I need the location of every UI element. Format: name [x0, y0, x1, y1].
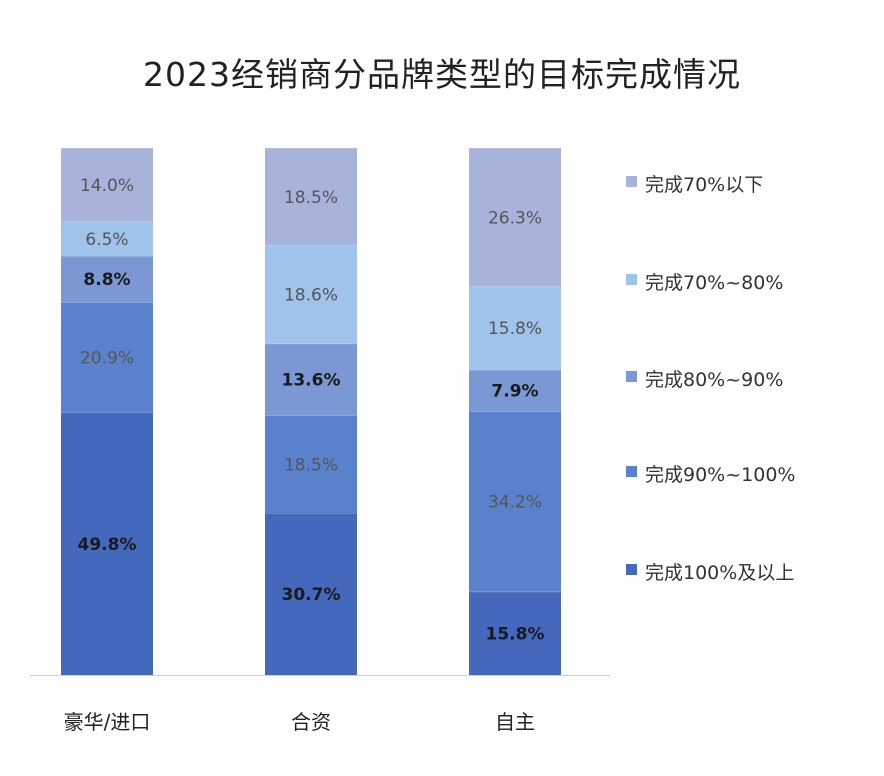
legend-swatch [626, 176, 637, 187]
bar-segment-1-3 [61, 256, 153, 303]
bar-segment-2-1 [265, 513, 357, 675]
bar-segment-3-1 [469, 591, 561, 675]
bar-segment-3-4 [469, 286, 561, 370]
legend-item-4: 完成90%~100% [626, 460, 795, 487]
bar-segment-1-5 [61, 148, 153, 222]
data-label-2-1: 30.7% [282, 585, 341, 605]
bar-segment-3-2 [469, 411, 561, 592]
legend-swatch [626, 466, 637, 477]
category-label-3: 自主 [495, 710, 535, 734]
bar-segment-3-5 [469, 148, 561, 287]
legend-swatch [626, 274, 637, 285]
legend-item-5: 完成100%及以上 [626, 558, 794, 585]
data-label-1-3: 8.8% [83, 270, 130, 290]
data-label-1-1: 49.8% [78, 535, 137, 555]
legend-label: 完成90%~100% [645, 464, 796, 486]
legend-label: 完成80%~90% [645, 369, 784, 391]
legend-item-2: 完成70%~80% [626, 268, 783, 295]
legend-item-3: 完成80%~90% [626, 365, 783, 392]
bar-segment-2-4 [265, 245, 357, 344]
bar-segment-1-2 [61, 302, 153, 413]
bar-segment-1-4 [61, 221, 153, 257]
data-label-2-3: 13.6% [282, 371, 341, 391]
legend-item-1: 完成70%以下 [626, 170, 763, 197]
bar-segment-3-3 [469, 369, 561, 412]
legend-label: 完成100%及以上 [645, 562, 795, 584]
data-label-3-2: 34.2% [488, 493, 542, 513]
category-label-2: 合资 [291, 710, 331, 734]
data-label-1-2: 20.9% [80, 348, 134, 368]
data-label-3-1: 15.8% [486, 624, 545, 644]
data-label-3-3: 7.9% [491, 382, 538, 402]
data-label-2-5: 18.5% [284, 188, 338, 208]
data-label-2-4: 18.6% [284, 286, 338, 306]
legend-swatch [626, 564, 637, 575]
legend-label: 完成70%以下 [645, 174, 764, 196]
data-label-3-5: 26.3% [488, 208, 542, 228]
legend-label: 完成70%~80% [645, 272, 784, 294]
bar-segment-1-1 [61, 412, 153, 675]
legend-swatch [626, 371, 637, 382]
chart-title: 2023经销商分品牌类型的目标完成情况 [143, 55, 741, 94]
data-label-1-5: 14.0% [80, 176, 134, 196]
data-label-3-4: 15.8% [488, 319, 542, 339]
data-label-2-2: 18.5% [284, 455, 338, 475]
category-label-1: 豪华/进口 [64, 710, 151, 734]
bar-segment-2-2 [265, 415, 357, 514]
bar-segment-2-5 [265, 148, 357, 246]
data-label-1-4: 6.5% [85, 230, 128, 250]
bar-segment-2-3 [265, 343, 357, 416]
